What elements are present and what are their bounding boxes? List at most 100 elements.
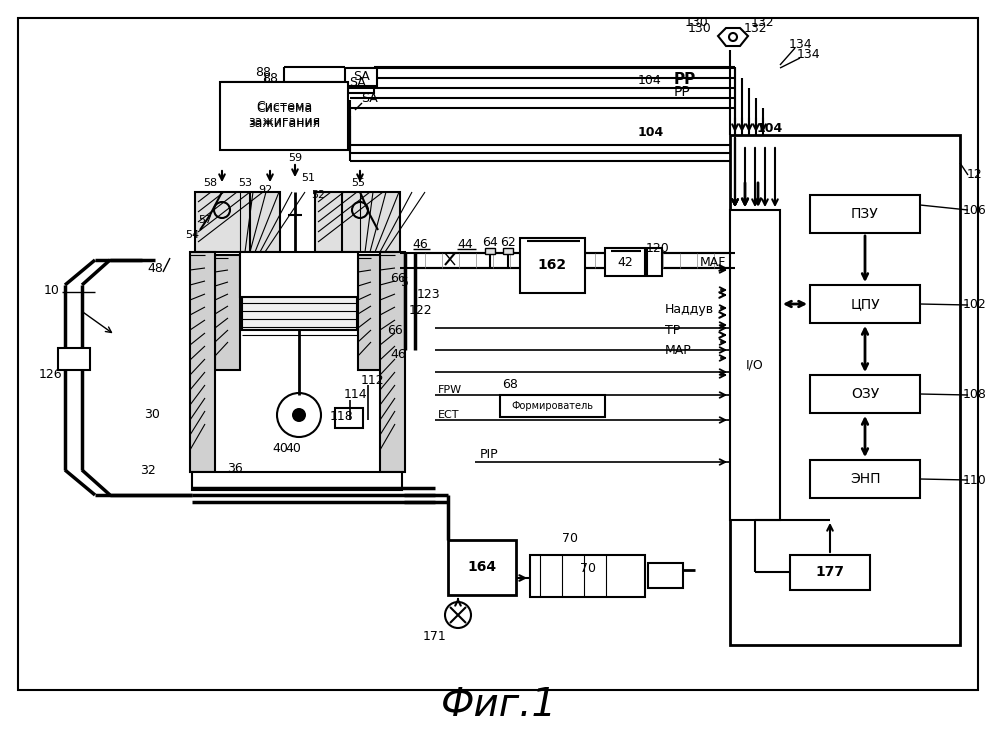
Text: 68: 68 [502,379,517,392]
Text: 104: 104 [638,74,662,86]
Bar [242,295,357,330]
Text: 102: 102 [963,298,987,311]
Text: 55: 55 [351,178,365,188]
Text: 40: 40 [285,442,301,455]
Bar [730,210,780,520]
Text: ТР: ТР [665,324,680,336]
Text: 48: 48 [147,262,163,275]
Text: 66: 66 [391,271,406,284]
Bar [220,82,348,150]
Bar [810,375,920,413]
Circle shape [292,408,306,422]
Text: 108: 108 [963,388,987,401]
Bar [448,540,516,595]
Text: 57: 57 [198,215,212,225]
Text: 40: 40 [272,442,288,455]
Text: 44: 44 [458,238,473,251]
Text: МАР: МАР [665,344,691,357]
Text: 10: 10 [44,284,60,297]
Text: 46: 46 [413,238,428,251]
Text: ЦПУ: ЦПУ [850,297,880,311]
Text: 112: 112 [361,374,384,387]
Text: 132: 132 [743,21,767,34]
Bar [240,252,358,297]
Text: 59: 59 [288,153,302,163]
Bar [810,285,920,323]
Text: 132: 132 [750,17,774,29]
Bar [192,472,402,490]
Text: Фиг.1: Фиг.1 [441,686,557,724]
Text: 177: 177 [815,565,844,579]
Text: Система
зажигания: Система зажигания [248,100,320,128]
Text: 32: 32 [140,463,156,477]
Bar [190,252,215,472]
Text: 88: 88 [255,66,271,78]
Polygon shape [718,28,748,46]
Bar [647,248,662,276]
Bar [215,255,240,370]
Text: 134: 134 [788,39,812,51]
Bar [335,408,363,428]
Text: 5: 5 [401,276,409,289]
Bar [195,192,280,252]
Bar [790,555,870,590]
Text: 164: 164 [468,560,497,574]
Text: MAF: MAF [700,256,726,268]
Bar [58,348,90,370]
Text: 36: 36 [227,461,243,474]
Text: 104: 104 [638,126,664,138]
Text: Формирователь: Формирователь [511,401,593,411]
Text: Система
зажигания: Система зажигания [248,102,320,130]
Bar [380,252,405,472]
Text: 118: 118 [330,409,354,423]
Text: 162: 162 [537,258,566,272]
Bar [730,135,960,645]
Bar [500,395,605,417]
Text: 53: 53 [238,178,252,188]
Text: 110: 110 [963,474,987,487]
Text: 12: 12 [967,169,983,181]
Text: 92: 92 [258,185,272,195]
Text: 30: 30 [144,409,160,422]
Text: I/O: I/O [746,358,764,371]
Text: 66: 66 [388,324,403,336]
Text: 120: 120 [646,241,670,254]
Text: 51: 51 [301,173,315,183]
Text: SA: SA [353,70,370,83]
Text: PP: PP [673,85,690,99]
Bar [358,255,383,370]
Bar [810,460,920,498]
Bar [485,248,495,254]
Text: PP: PP [674,72,696,88]
Text: SA: SA [349,75,366,88]
Bar [530,555,645,597]
Bar [605,248,645,276]
Bar [222,82,347,147]
Text: 130: 130 [685,17,709,29]
Text: 126: 126 [38,368,62,382]
Bar [345,68,377,86]
Text: 58: 58 [203,178,217,188]
Text: 123: 123 [417,289,440,301]
Text: SA: SA [362,91,379,105]
Bar [648,563,683,588]
Text: 106: 106 [963,203,987,216]
Text: 88: 88 [262,72,278,85]
Text: PIP: PIP [480,449,499,461]
Text: 54: 54 [185,230,199,240]
Text: ОЗУ: ОЗУ [851,387,879,401]
Text: 171: 171 [424,631,447,643]
Bar [503,248,513,254]
Text: ECT: ECT [438,410,460,420]
Bar [810,195,920,233]
Text: 64: 64 [483,235,498,249]
Text: 62: 62 [500,235,515,249]
Text: ПЗУ: ПЗУ [851,207,879,221]
Text: 114: 114 [344,388,367,401]
Text: 104: 104 [757,121,783,135]
Text: 70: 70 [580,561,596,575]
Bar [315,192,400,252]
Text: 130: 130 [688,21,712,34]
Text: 46: 46 [391,349,406,362]
Text: 42: 42 [617,256,633,268]
